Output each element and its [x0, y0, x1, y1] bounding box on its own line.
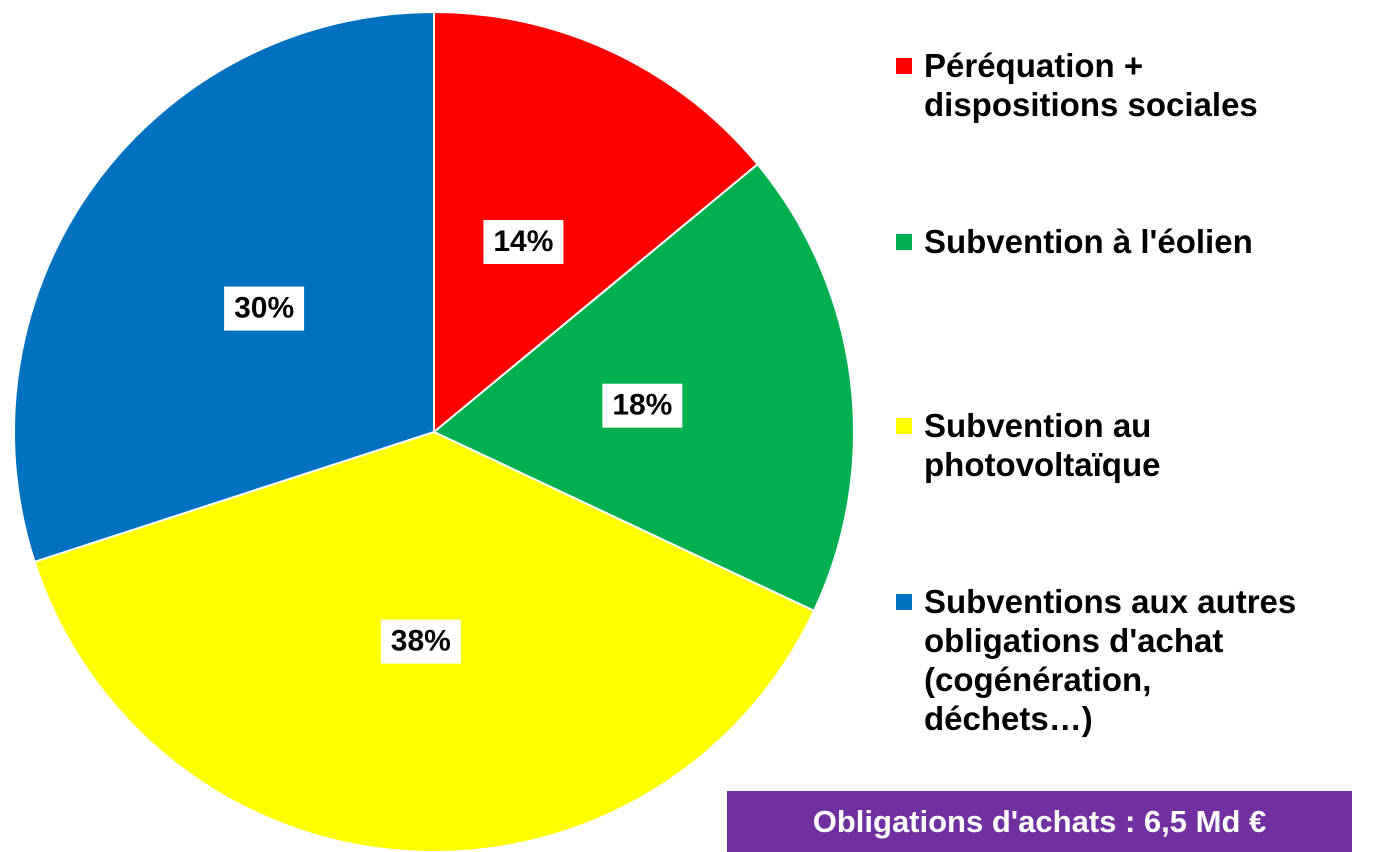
data-label: 14%: [493, 225, 553, 258]
pie-chart: 14% 18% 38% 30%: [13, 10, 855, 852]
legend-swatch: [896, 594, 912, 610]
legend-item: Subvention à l'éolien: [896, 222, 1376, 261]
legend-label: Péréquation + dispositions sociales: [924, 47, 1258, 123]
label-box: [483, 219, 564, 264]
legend-label: Subventions aux autres obligations d'ach…: [924, 583, 1297, 737]
label-box: [380, 619, 461, 664]
legend-swatch: [896, 418, 912, 434]
legend-item: Subventions aux autres obligations d'ach…: [896, 582, 1376, 738]
data-label: 30%: [234, 291, 294, 324]
legend-label: Subvention à l'éolien: [924, 223, 1253, 260]
pie-slice: [433, 10, 760, 435]
pie-slice: [13, 10, 435, 564]
legend-item: Péréquation + dispositions sociales: [896, 46, 1376, 124]
legend-swatch: [896, 58, 912, 74]
data-label: 18%: [612, 389, 672, 422]
label-box: [602, 383, 683, 428]
annotation: Obligations d'achats : 6,5 Md €: [727, 791, 1352, 852]
legend-label: Subvention au photovoltaïque: [924, 407, 1161, 483]
data-label: 38%: [391, 625, 451, 658]
legend-item: Subvention au photovoltaïque: [896, 406, 1376, 484]
legend-swatch: [896, 234, 912, 250]
label-box: [224, 286, 305, 331]
